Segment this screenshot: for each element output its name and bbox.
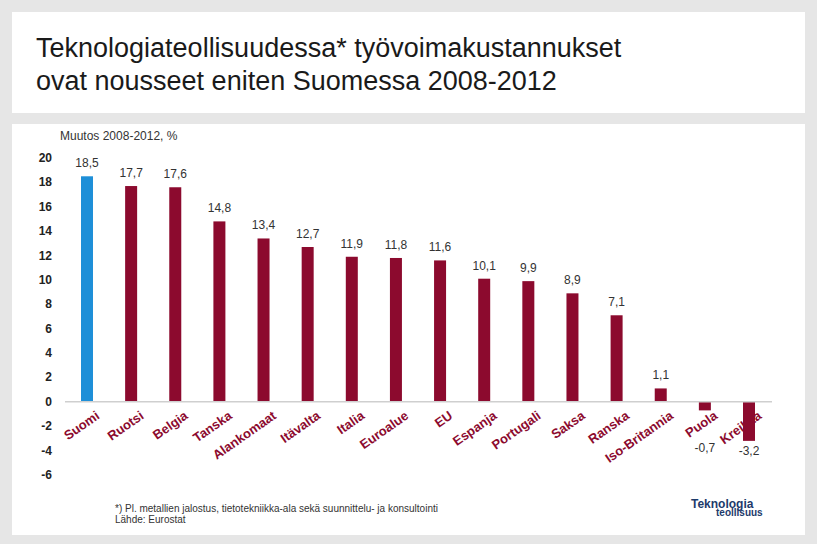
- category-label: Belgia: [150, 407, 191, 442]
- data-label: 14,8: [208, 201, 232, 215]
- bar: [655, 388, 667, 401]
- bar: [213, 221, 225, 401]
- data-label: 12,7: [296, 227, 320, 241]
- y-tick-label: 14: [39, 224, 53, 238]
- bar: [478, 279, 490, 402]
- y-tick: [56, 353, 60, 354]
- data-label: 18,5: [75, 156, 99, 170]
- category-label: Euroalue: [357, 408, 411, 452]
- y-tick: [56, 426, 60, 427]
- y-tick: [56, 304, 60, 305]
- y-tick: [56, 182, 60, 183]
- y-tick: [56, 231, 60, 232]
- y-tick-label: 2: [45, 370, 52, 384]
- data-label: 9,9: [520, 261, 537, 275]
- data-label: 11,6: [429, 240, 452, 254]
- bar: [566, 293, 578, 402]
- data-label: 7,1: [608, 295, 625, 309]
- data-label: 10,1: [473, 259, 497, 273]
- category-label: EU: [432, 408, 455, 431]
- y-tick: [56, 475, 60, 476]
- y-tick: [56, 377, 60, 378]
- y-tick-label: 20: [39, 151, 53, 165]
- zero-line: [65, 401, 772, 403]
- y-tick: [56, 328, 60, 329]
- bar: [434, 260, 446, 401]
- y-tick-label: 12: [39, 249, 53, 263]
- y-tick: [56, 206, 60, 207]
- category-label: Iso-Britannia: [602, 407, 676, 465]
- data-label: -0,7: [695, 441, 716, 455]
- y-tick-label: 0: [45, 395, 52, 409]
- category-label: Italia: [334, 407, 368, 437]
- y-tick: [56, 279, 60, 280]
- bar: [258, 238, 270, 401]
- y-tick: [56, 450, 60, 451]
- bar: [522, 281, 534, 402]
- bar: [611, 315, 623, 402]
- y-tick-label: -6: [41, 468, 52, 482]
- data-label: 11,8: [385, 238, 408, 252]
- bar: [346, 257, 358, 402]
- category-label: Itävalta: [278, 407, 324, 445]
- footnote: Lähde: Eurostat: [115, 514, 186, 525]
- data-label: 17,6: [164, 167, 188, 181]
- subtitle: Muutos 2008-2012, %: [60, 129, 178, 143]
- y-tick-label: 8: [45, 297, 52, 311]
- bar: [390, 258, 402, 402]
- category-label: Ruotsi: [105, 408, 147, 443]
- bar: [302, 247, 314, 402]
- y-tick: [56, 158, 60, 159]
- category-label: Saksa: [548, 407, 588, 441]
- footnote: *) Pl. metallien jalostus, tietotekniikk…: [115, 503, 438, 514]
- y-tick-label: 18: [39, 175, 53, 189]
- chart: Muutos 2008-2012, % -6 -4 -2 0 2 4 6 8 10 12 14 16 18…: [0, 0, 817, 544]
- y-tick-label: 4: [45, 346, 52, 360]
- y-tick-label: 10: [39, 273, 53, 287]
- category-label: Portugali: [489, 408, 544, 453]
- bar: [125, 186, 137, 402]
- data-label: -3,2: [739, 444, 760, 458]
- bar: [81, 176, 93, 402]
- category-label: Kreikka: [717, 407, 765, 447]
- y-tick: [56, 255, 60, 256]
- y-tick: [56, 401, 60, 402]
- category-label: Puola: [682, 407, 720, 440]
- data-label: 17,7: [119, 166, 143, 180]
- y-tick-label: -2: [41, 419, 52, 433]
- category-label: Alankomaat: [210, 407, 280, 462]
- title: Teknologiateollisuudessa* työvoimakustan…: [36, 32, 621, 98]
- bar: [169, 187, 181, 402]
- data-label: 11,9: [341, 237, 364, 251]
- y-tick-label: 16: [39, 200, 53, 214]
- logo: teollisuus: [716, 507, 763, 518]
- y-tick-label: -4: [41, 444, 52, 458]
- y-tick-label: 6: [45, 322, 52, 336]
- data-label: 1,1: [652, 368, 669, 382]
- data-label: 8,9: [564, 273, 581, 287]
- data-label: 13,4: [252, 218, 276, 232]
- category-label: Suomi: [61, 408, 102, 443]
- title-box: Teknologiateollisuudessa* työvoimakustan…: [12, 12, 805, 113]
